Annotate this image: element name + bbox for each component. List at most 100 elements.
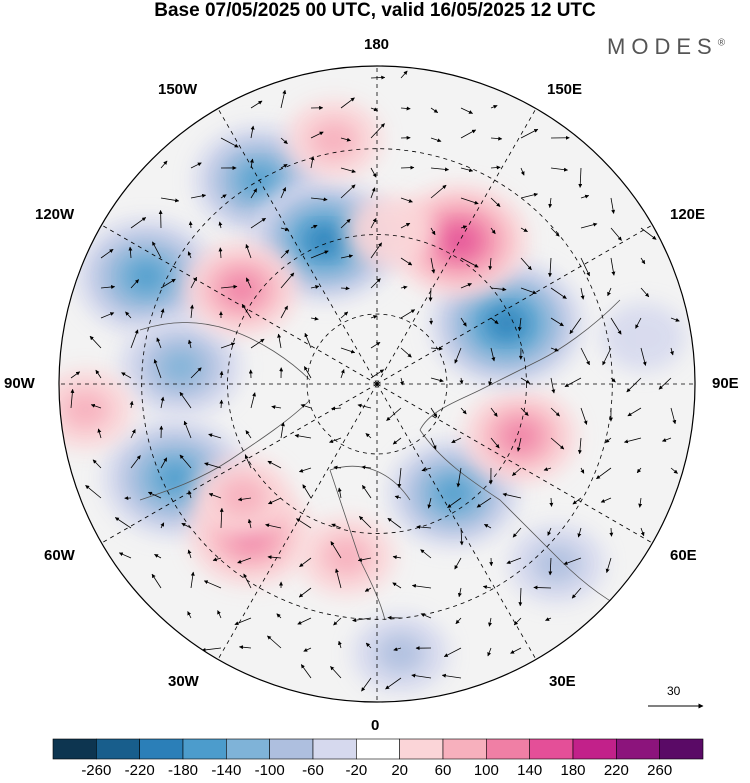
- anomaly-field: [59, 100, 685, 693]
- wind-arrow: [95, 369, 102, 379]
- wind-arrow: [335, 568, 342, 589]
- anomaly-region: [128, 262, 164, 291]
- lon-label-150w: 150W: [158, 81, 198, 98]
- wind-arrow: [129, 400, 134, 409]
- wind-arrow: [626, 377, 642, 393]
- wind-arrow: [187, 611, 192, 619]
- wind-arrow: [640, 527, 645, 537]
- wind-arrow: [89, 335, 102, 349]
- wind-arrow: [387, 517, 402, 529]
- wind-arrow: [190, 367, 202, 379]
- wind-arrow: [460, 407, 467, 415]
- wind-arrow: [220, 137, 239, 148]
- wind-arrow: [670, 317, 680, 322]
- wind-arrow: [359, 516, 372, 529]
- wind-arrow: [130, 329, 139, 349]
- wind-arrow: [490, 197, 501, 207]
- wind-arrow: [430, 184, 447, 199]
- wind-arrow: [627, 407, 642, 417]
- wind-arrow: [430, 377, 444, 383]
- wind-arrow: [550, 167, 568, 172]
- wind-arrow: [400, 347, 412, 358]
- colorbar-tick-label: 20: [391, 762, 408, 779]
- wind-arrow: [219, 399, 224, 409]
- wind-arrow: [310, 156, 315, 169]
- wind-arrow: [92, 459, 102, 469]
- wind-arrow: [280, 272, 295, 289]
- wind-arrow: [97, 428, 102, 439]
- wind-arrow: [370, 217, 377, 229]
- wind-arrow: [520, 192, 538, 199]
- wind-arrow: [218, 221, 223, 229]
- wind-arrow: [276, 613, 282, 619]
- anomaly-region: [160, 350, 202, 384]
- wind-arrow: [310, 224, 318, 229]
- wind-arrow: [392, 437, 402, 445]
- wind-arrow: [572, 497, 582, 505]
- wind-arrow: [340, 311, 349, 319]
- colorbar-segment: [572, 738, 617, 760]
- wind-arrow: [128, 246, 133, 259]
- wind-arrow: [520, 287, 537, 295]
- wind-arrow: [640, 347, 647, 366]
- wind-arrow: [580, 467, 585, 474]
- anomaly-region: [601, 302, 685, 372]
- wind-arrow: [370, 369, 385, 379]
- wind-arrow: [250, 392, 256, 409]
- wind-arrow: [361, 465, 372, 470]
- colorbar-tick-label: 180: [560, 762, 586, 779]
- anomaly-region: [501, 420, 540, 452]
- wind-arrow: [300, 403, 312, 409]
- anomaly-region: [222, 273, 261, 305]
- wind-arrow: [548, 557, 553, 576]
- wind-arrow: [160, 160, 168, 169]
- wind-arrow: [605, 557, 612, 573]
- wind-arrow: [160, 308, 165, 319]
- wind-arrow: [220, 342, 236, 349]
- wind-arrow: [337, 487, 342, 499]
- wind-arrow: [670, 407, 677, 425]
- colorbar-segment: [96, 738, 140, 760]
- colorbar-tick-label: -100: [254, 762, 285, 779]
- wind-arrow: [454, 557, 462, 570]
- wind-arrow: [247, 518, 252, 529]
- wind-arrow: [451, 437, 462, 444]
- wind-arrow: [219, 507, 224, 529]
- wind-arrow: [268, 497, 282, 505]
- wind-arrow: [151, 573, 162, 589]
- wind-arrow: [623, 437, 642, 444]
- lon-label-90w: 90W: [4, 375, 35, 392]
- wind-arrow: [100, 248, 114, 259]
- wind-arrow: [340, 254, 354, 259]
- wind-arrow: [340, 184, 356, 199]
- modes-logo: MODES®: [607, 34, 725, 60]
- wind-arrow: [219, 370, 224, 379]
- wind-arrow: [455, 617, 462, 625]
- wind-arrow: [640, 227, 657, 240]
- wind-arrow: [296, 518, 312, 529]
- wind-arrow: [430, 346, 443, 351]
- colorbar-tick-label: 140: [517, 762, 543, 779]
- wind-arrow: [130, 217, 147, 229]
- wind-arrow: [638, 497, 643, 508]
- wind-arrow: [577, 527, 582, 538]
- latitude-circle: [306, 313, 448, 455]
- wind-arrow: [340, 97, 355, 109]
- wind-arrow: [212, 557, 222, 562]
- wind-arrow: [237, 497, 252, 502]
- wind-arrow: [506, 557, 522, 564]
- wind-arrow: [510, 647, 522, 654]
- latitude-circle: [227, 234, 527, 534]
- lon-label-150e: 150E: [547, 81, 583, 98]
- wind-arrow: [533, 585, 552, 590]
- wind-arrow: [600, 497, 612, 503]
- wind-arrow: [271, 405, 282, 410]
- wind-arrow: [400, 285, 408, 290]
- wind-arrow: [187, 251, 192, 259]
- logo-text: MODES: [607, 34, 718, 59]
- wind-arrow: [362, 485, 372, 499]
- wind-arrow: [181, 522, 192, 529]
- colorbar-tick-label: 100: [473, 762, 499, 779]
- wind-arrow: [490, 287, 507, 292]
- wind-arrow: [400, 70, 408, 79]
